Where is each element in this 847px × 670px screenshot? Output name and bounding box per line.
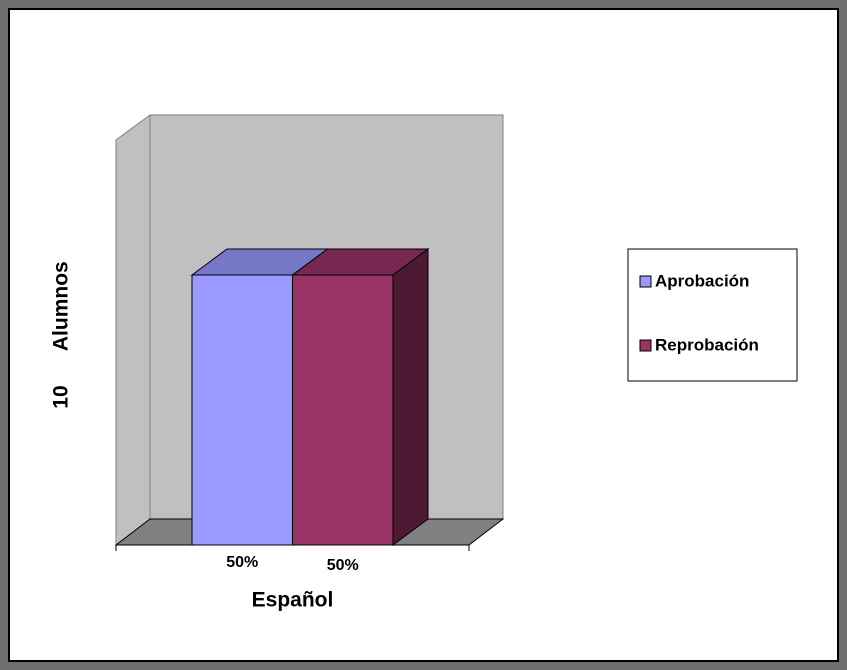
side-wall [115,114,151,547]
legend-swatch [639,275,652,288]
data-label: 50% [226,554,258,571]
y-axis-label: 10 Alumnos [50,261,73,408]
legend [627,248,798,382]
bar-side [392,248,429,546]
legend-swatch [639,339,652,352]
legend-label: Reprobación [655,335,759,354]
x-axis-label: Español [252,589,334,612]
bar [292,274,394,546]
legend-label: Aprobación [655,271,749,290]
data-label: 50% [327,557,359,574]
bar [191,274,293,546]
